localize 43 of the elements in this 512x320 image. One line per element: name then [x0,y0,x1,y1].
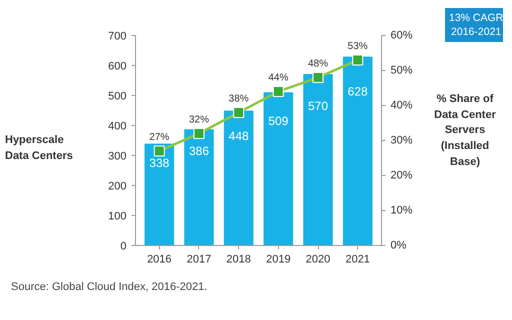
data-label: 628 [348,84,368,99]
x-tick-label: 2021 [345,254,370,266]
y-axis-title: Hyperscale Data Centers [5,133,73,164]
y-tick-label: 400 [108,120,127,132]
y2-tick-label: 20% [390,170,413,182]
data-label: 38% [228,94,249,104]
y2-tick-label: 40% [390,100,413,112]
y2-axis-title: % Share of Data Center Servers (Installed Base) [434,92,496,170]
y2-tick-label: 50% [390,64,413,76]
y-tick-label: 200 [108,180,127,192]
x-tick-label: 2017 [186,254,212,266]
data-label: 570 [308,98,328,113]
data-label: 386 [188,144,210,158]
y-tick-label: 500 [108,90,127,102]
bar [264,92,294,246]
data-label: 32% [188,114,210,126]
y-tick-label: 0 [120,240,127,252]
x-tick-label: 2019 [266,254,291,266]
data-label: 448 [228,128,249,143]
x-tick-label: 2020 [306,254,330,266]
y2-tick-label: 10% [390,204,413,216]
y-tick-label: 600 [108,60,127,72]
y2-tick-label: 0% [390,240,407,252]
data-label: 44% [268,72,288,84]
bar [184,129,214,246]
data-label: 509 [268,114,289,128]
x-tick-label: 2016 [147,254,172,266]
data-label: 53% [348,41,368,52]
text: 13% CAGR 2016-2021 [449,11,504,39]
y-tick-label: 100 [108,210,127,222]
bar [224,110,254,246]
y2-tick-label: 60% [390,30,413,42]
data-label: 338 [149,156,170,170]
y2-tick-label: 30% [390,134,413,146]
data-label: 48% [308,58,328,70]
y-tick-label: 700 [108,30,127,42]
x-tick-label: 2018 [226,254,251,266]
bar [342,56,372,246]
y-tick-label: 300 [108,150,127,162]
source-note: Source: Global Cloud Index, 2016-2021. [11,280,208,295]
bar [144,144,174,246]
data-label: 27% [149,132,170,143]
bar [303,74,333,246]
